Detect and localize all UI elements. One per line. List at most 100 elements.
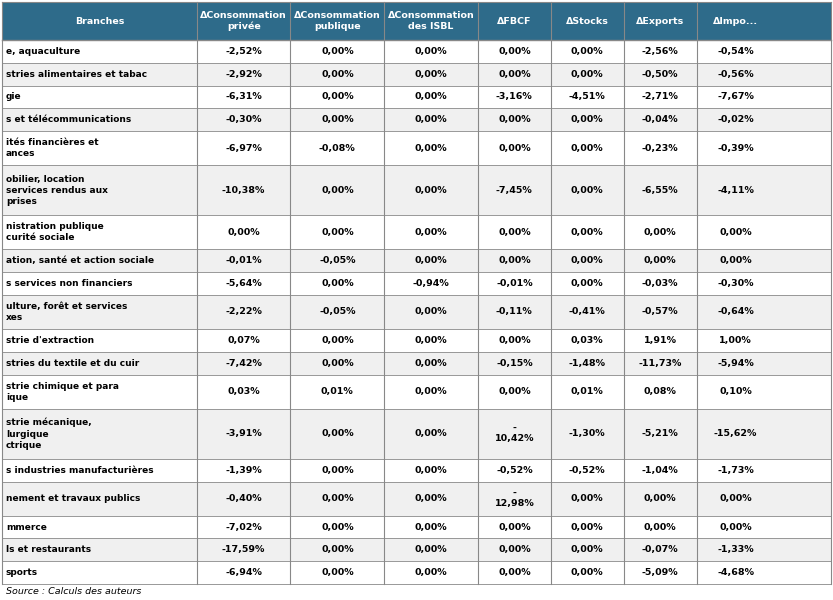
Text: 0,00%: 0,00%	[415, 307, 447, 316]
Bar	[2, 459, 831, 482]
Text: -0,41%: -0,41%	[569, 307, 606, 316]
Text: 0,00%: 0,00%	[498, 115, 531, 124]
Text: -0,39%: -0,39%	[717, 143, 754, 152]
Text: -2,52%: -2,52%	[225, 47, 262, 56]
Text: -6,55%: -6,55%	[642, 186, 679, 195]
Text: 0,00%: 0,00%	[415, 545, 447, 554]
Text: -15,62%: -15,62%	[714, 429, 757, 438]
Text: 0,07%: 0,07%	[227, 336, 260, 345]
Text: -4,68%: -4,68%	[717, 568, 754, 577]
Text: -0,56%: -0,56%	[717, 70, 754, 79]
Text: ités financières et
ances: ités financières et ances	[6, 138, 98, 158]
Bar	[2, 86, 831, 108]
Text: 0,00%: 0,00%	[415, 92, 447, 101]
Text: -0,30%: -0,30%	[717, 279, 754, 288]
Text: 0,00%: 0,00%	[321, 466, 354, 475]
Text: -4,51%: -4,51%	[569, 92, 606, 101]
Text: strie chimique et para
ique: strie chimique et para ique	[6, 382, 119, 402]
Text: -3,16%: -3,16%	[496, 92, 532, 101]
Text: 0,00%: 0,00%	[571, 494, 604, 503]
Text: -0,57%: -0,57%	[642, 307, 679, 316]
Text: nistration publique
curité sociale: nistration publique curité sociale	[6, 222, 104, 242]
Bar	[2, 108, 831, 131]
Bar	[2, 63, 831, 86]
Text: gie: gie	[6, 92, 22, 101]
Text: strie d'extraction: strie d'extraction	[6, 336, 94, 345]
Text: 0,03%: 0,03%	[227, 387, 260, 396]
Text: 0,00%: 0,00%	[720, 256, 752, 265]
Text: 1,91%: 1,91%	[644, 336, 676, 345]
Text: 0,00%: 0,00%	[498, 256, 531, 265]
Text: -0,04%: -0,04%	[642, 115, 679, 124]
Text: ΔStocks: ΔStocks	[566, 16, 609, 25]
Text: 0,00%: 0,00%	[571, 143, 604, 152]
Text: 0,00%: 0,00%	[498, 568, 531, 577]
Text: 0,00%: 0,00%	[644, 228, 676, 237]
Text: -1,73%: -1,73%	[717, 466, 754, 475]
Text: obilier, location
services rendus aux
prises: obilier, location services rendus aux pr…	[6, 175, 108, 206]
Bar	[2, 2, 831, 40]
Text: -0,03%: -0,03%	[642, 279, 678, 288]
Bar	[2, 482, 831, 516]
Text: 0,00%: 0,00%	[321, 92, 354, 101]
Text: 0,00%: 0,00%	[227, 228, 260, 237]
Text: 0,00%: 0,00%	[321, 568, 354, 577]
Bar	[2, 561, 831, 584]
Text: 0,00%: 0,00%	[415, 359, 447, 368]
Bar	[2, 295, 831, 329]
Text: 0,00%: 0,00%	[720, 228, 752, 237]
Text: ΔImpo...: ΔImpo...	[713, 16, 758, 25]
Text: -2,56%: -2,56%	[642, 47, 679, 56]
Text: 0,00%: 0,00%	[321, 70, 354, 79]
Text: 0,00%: 0,00%	[415, 494, 447, 503]
Text: 0,00%: 0,00%	[498, 336, 531, 345]
Text: 0,00%: 0,00%	[571, 115, 604, 124]
Bar	[2, 374, 831, 409]
Text: 0,10%: 0,10%	[719, 387, 752, 396]
Bar	[2, 40, 831, 63]
Text: -6,31%: -6,31%	[225, 92, 262, 101]
Bar	[2, 538, 831, 561]
Text: -0,50%: -0,50%	[642, 70, 678, 79]
Text: -7,02%: -7,02%	[225, 523, 262, 532]
Text: -5,09%: -5,09%	[642, 568, 679, 577]
Text: 0,00%: 0,00%	[415, 186, 447, 195]
Text: 0,00%: 0,00%	[321, 228, 354, 237]
Text: 0,03%: 0,03%	[571, 336, 604, 345]
Text: 0,00%: 0,00%	[321, 523, 354, 532]
Text: sports: sports	[6, 568, 38, 577]
Text: 0,00%: 0,00%	[321, 336, 354, 345]
Text: 0,00%: 0,00%	[644, 494, 676, 503]
Text: 0,01%: 0,01%	[321, 387, 354, 396]
Text: 0,00%: 0,00%	[720, 523, 752, 532]
Text: ulture, forêt et services
xes: ulture, forêt et services xes	[6, 302, 127, 322]
Text: -0,08%: -0,08%	[319, 143, 356, 152]
Text: -5,21%: -5,21%	[642, 429, 679, 438]
Bar	[2, 352, 831, 374]
Text: 0,00%: 0,00%	[415, 115, 447, 124]
Text: -0,05%: -0,05%	[319, 307, 356, 316]
Bar	[2, 165, 831, 215]
Text: 0,00%: 0,00%	[498, 228, 531, 237]
Text: 0,00%: 0,00%	[415, 466, 447, 475]
Text: -0,30%: -0,30%	[226, 115, 262, 124]
Text: -0,05%: -0,05%	[319, 256, 356, 265]
Text: 0,00%: 0,00%	[321, 47, 354, 56]
Text: -11,73%: -11,73%	[639, 359, 682, 368]
Text: -2,92%: -2,92%	[225, 70, 262, 79]
Text: 0,00%: 0,00%	[571, 228, 604, 237]
Text: -0,11%: -0,11%	[496, 307, 532, 316]
Text: 0,00%: 0,00%	[415, 143, 447, 152]
Text: 0,00%: 0,00%	[498, 387, 531, 396]
Text: ΔConsommation
privée: ΔConsommation privée	[200, 11, 287, 31]
Text: 0,00%: 0,00%	[321, 186, 354, 195]
Text: 0,00%: 0,00%	[644, 523, 676, 532]
Text: 0,00%: 0,00%	[571, 279, 604, 288]
Text: -2,22%: -2,22%	[225, 307, 262, 316]
Text: 0,00%: 0,00%	[571, 70, 604, 79]
Text: mmerce: mmerce	[6, 523, 47, 532]
Bar	[2, 131, 831, 165]
Text: 0,08%: 0,08%	[644, 387, 676, 396]
Text: e, aquaculture: e, aquaculture	[6, 47, 80, 56]
Text: 0,00%: 0,00%	[571, 256, 604, 265]
